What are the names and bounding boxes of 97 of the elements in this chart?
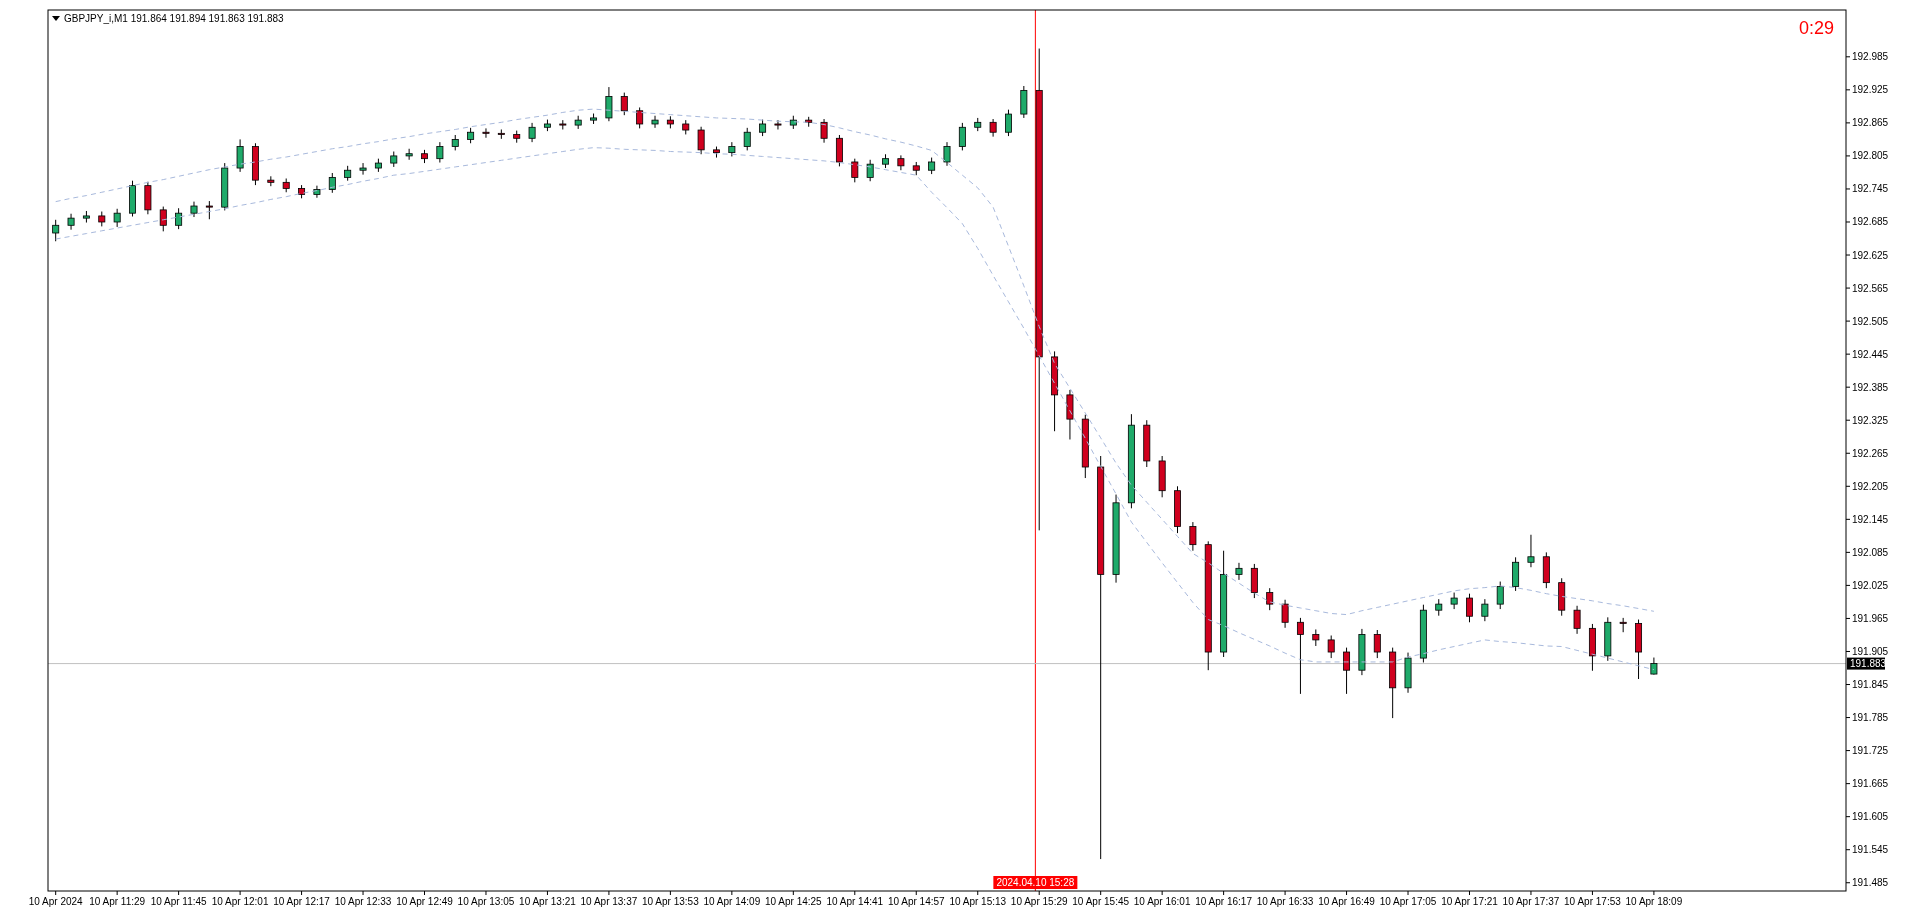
y-tick-label: 192.685 [1852, 216, 1889, 228]
chart-title: GBPJPY_i,M1 191.864 191.894 191.863 191.883 [64, 13, 285, 24]
candlestick [1527, 534, 1535, 568]
y-tick-label: 191.605 [1852, 811, 1889, 823]
x-tick-label: 10 Apr 18:09 [1625, 896, 1683, 907]
candlestick [958, 122, 966, 151]
x-tick-label: 10 Apr 14:57 [887, 896, 946, 907]
candlestick [1343, 647, 1351, 695]
x-tick-label: 10 Apr 12:33 [334, 896, 392, 907]
candlestick [835, 134, 843, 167]
y-tick-label: 192.805 [1852, 150, 1889, 162]
x-tick-label: 10 Apr 12:49 [396, 896, 454, 907]
candlestick [113, 208, 121, 228]
candlestick [1005, 109, 1012, 137]
x-tick-label: 10 Apr 16:01 [1133, 896, 1191, 907]
x-tick-label: 10 Apr 13:05 [457, 896, 515, 907]
x-tick-label: 10 Apr 2024 [28, 896, 84, 907]
x-tick-label: 10 Apr 12:17 [273, 896, 331, 907]
candlestick [236, 138, 244, 173]
y-tick-label: 192.445 [1852, 348, 1889, 360]
y-tick-label: 192.565 [1852, 282, 1889, 294]
y-tick-label: 191.845 [1852, 679, 1889, 691]
y-tick-label: 191.665 [1852, 778, 1889, 790]
x-tick-label: 10 Apr 14:41 [826, 896, 884, 907]
x-tick-label: 10 Apr 13:37 [580, 896, 638, 907]
candlestick [1450, 592, 1458, 610]
candlestick [1235, 562, 1243, 581]
x-tick-label: 10 Apr 16:33 [1256, 896, 1314, 907]
candlestick [1496, 581, 1504, 610]
y-tick-label: 191.785 [1852, 712, 1889, 724]
candlestick [1466, 593, 1473, 623]
y-tick-label: 192.145 [1852, 513, 1889, 525]
y-tick-label: 192.925 [1852, 84, 1889, 96]
candlestick [175, 207, 183, 230]
x-tick-label: 10 Apr 11:45 [150, 896, 208, 907]
x-tick-label: 10 Apr 12:01 [211, 896, 269, 907]
y-tick-label: 191.545 [1852, 844, 1889, 856]
y-tick-label: 192.625 [1852, 249, 1889, 261]
candlestick [359, 162, 367, 176]
candlestick [205, 200, 213, 220]
y-tick-label: 192.025 [1852, 579, 1889, 591]
x-tick-label: 10 Apr 16:49 [1318, 896, 1376, 907]
y-tick-label: 192.265 [1852, 447, 1889, 459]
candlestick [1481, 598, 1489, 622]
x-tick-label: 10 Apr 11:29 [89, 896, 146, 907]
ref-line-label: 2024.04.10 15:28 [996, 877, 1075, 888]
x-tick-label: 10 Apr 17:37 [1502, 896, 1560, 907]
x-tick-label: 10 Apr 17:05 [1379, 896, 1437, 907]
candlestick [651, 115, 659, 129]
candlestick [697, 126, 705, 155]
candlestick [528, 122, 536, 143]
x-tick-label: 10 Apr 17:53 [1564, 896, 1622, 907]
candlestick [159, 206, 167, 232]
candlestick [743, 127, 751, 151]
x-tick-label: 10 Apr 14:09 [703, 896, 761, 907]
candlestick [52, 219, 60, 242]
y-tick-label: 192.865 [1852, 117, 1889, 129]
candlestick [1266, 587, 1274, 611]
x-tick-label: 10 Apr 17:21 [1441, 896, 1499, 907]
candlestick [1296, 617, 1304, 695]
x-tick-label: 10 Apr 15:45 [1072, 896, 1130, 907]
y-tick-label: 192.085 [1852, 546, 1889, 558]
candlestick [405, 148, 413, 161]
y-tick-label: 192.745 [1852, 183, 1889, 195]
x-tick-label: 10 Apr 16:17 [1195, 896, 1253, 907]
y-tick-label: 191.905 [1852, 645, 1889, 657]
candlestick [1573, 605, 1581, 635]
x-tick-label: 10 Apr 13:53 [642, 896, 700, 907]
x-tick-label: 10 Apr 15:13 [949, 896, 1007, 907]
candlestick [1373, 629, 1381, 659]
y-tick-label: 192.205 [1852, 480, 1889, 492]
candlestick [1327, 635, 1335, 659]
y-tick-label: 191.965 [1852, 612, 1889, 624]
y-tick-label: 191.725 [1852, 745, 1889, 757]
candlestick [436, 141, 444, 164]
y-tick-label: 192.985 [1852, 51, 1889, 63]
candlestick [728, 141, 736, 157]
candlestick [636, 106, 644, 129]
annotation: 0:29 [1798, 18, 1834, 38]
candlestick [1189, 521, 1197, 552]
candlestick [1281, 599, 1289, 629]
candlestick [1020, 85, 1028, 119]
x-tick-label: 10 Apr 15:29 [1010, 896, 1068, 907]
y-tick-label: 192.325 [1852, 414, 1889, 426]
candlestick [482, 127, 490, 139]
candlestick [774, 119, 782, 130]
x-tick-label: 10 Apr 14:25 [764, 896, 823, 907]
y-tick-label: 192.505 [1852, 315, 1889, 327]
candlestick [605, 86, 613, 122]
candlestick [851, 158, 859, 183]
ref-line-label: 191.883 [1850, 658, 1887, 670]
x-tick-label: 10 Apr 13:21 [519, 896, 577, 907]
candlestick [620, 92, 628, 116]
y-tick-label: 191.485 [1852, 877, 1889, 889]
candlestick [943, 141, 951, 167]
y-tick-label: 192.385 [1852, 381, 1889, 393]
candlestick [897, 154, 905, 171]
